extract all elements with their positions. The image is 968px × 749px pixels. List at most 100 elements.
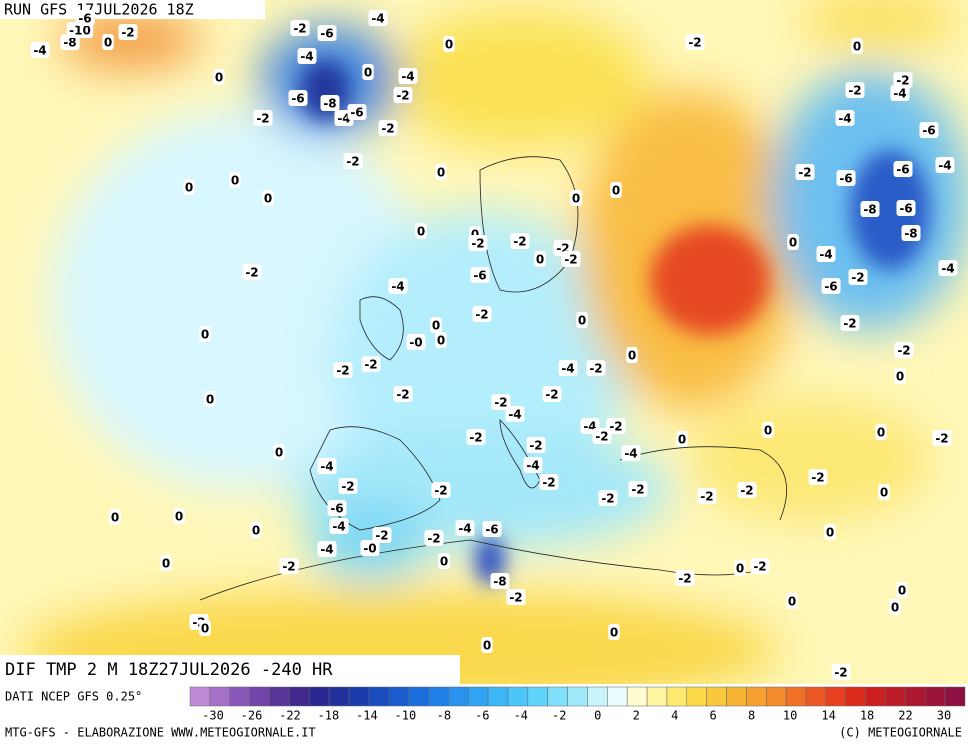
contour-label: -2 [475, 308, 488, 322]
contour-label: -8 [323, 97, 336, 111]
contour-label: -4 [371, 12, 384, 26]
contour-label-box [435, 164, 447, 180]
contour-label-box [675, 570, 695, 586]
colorbar-tick-label: 2 [633, 709, 640, 723]
contour-label: -6 [320, 27, 333, 41]
contour-label: 0 [432, 319, 440, 333]
colorbar-tick-label: -18 [318, 709, 340, 723]
contour-label: -4 [337, 112, 350, 126]
contour-label: 0 [437, 334, 445, 348]
contour-label-box [558, 360, 578, 376]
contour-label-box [539, 474, 559, 490]
contour-label-box [542, 386, 562, 402]
contour-label: 0 [483, 639, 491, 653]
contour-label: 0 [572, 192, 580, 206]
contour-label-box [685, 34, 705, 50]
contour-label: -2 [935, 432, 948, 446]
contour-label: 0 [215, 71, 223, 85]
contour-label-box [317, 541, 337, 557]
contour-label: -2 [375, 529, 388, 543]
contour-label: 0 [578, 314, 586, 328]
contour-label: -4 [33, 44, 46, 58]
colorbar-tick-label: 30 [937, 709, 951, 723]
contour-label: -2 [434, 484, 447, 498]
contour-label: -6 [78, 12, 91, 26]
contour-label-box [424, 530, 444, 546]
contour-label-box [290, 20, 310, 36]
colorbar-swatch [905, 686, 926, 707]
contour-label: 0 [437, 166, 445, 180]
contour-label-box [347, 104, 367, 120]
contour-label-box [455, 520, 475, 536]
contour-label: -2 [740, 484, 753, 498]
contour-label-box [482, 521, 502, 537]
contour-label: 0 [162, 557, 170, 571]
contour-labels: -4-2 -60 -2 0-4-8 0-2-40 0 -4-2-2-2 -4-6 -8-2 -4-… [30, 10, 958, 680]
contour-label: 0 [789, 236, 797, 250]
contour-label-box [878, 484, 890, 500]
colorbar-swatch [825, 686, 847, 707]
contour-label-box [262, 190, 274, 206]
contour-label: 0 [364, 66, 372, 80]
contour-label-box [466, 429, 486, 445]
contour-label-box [470, 267, 490, 283]
contour-label-box [628, 481, 648, 497]
contour-label: -4 [320, 543, 333, 557]
contour-label: -6 [899, 202, 912, 216]
map-title: DIF TMP 2 M 18Z27JUL2026 -240 HR [5, 660, 333, 680]
contour-label-box [523, 457, 543, 473]
contour-label: 0 [185, 181, 193, 195]
contour-label: -2 [897, 344, 910, 358]
colorbar-swatch [746, 686, 767, 707]
contour-label-box [808, 469, 828, 485]
contour-label: -4 [458, 522, 471, 536]
run-label: RUN GFS 17JUL2026 18Z [4, 1, 194, 19]
contour-label-box [894, 368, 906, 384]
colorbar-tick-label: -30 [202, 709, 224, 723]
contour-label-box [875, 424, 887, 440]
contour-label: -6 [485, 523, 498, 537]
contour-label-box [848, 269, 868, 285]
contour-label: -2 [509, 591, 522, 605]
contour-label-box [608, 624, 620, 640]
contour-label-box [762, 422, 774, 438]
contour-label-box [250, 522, 262, 538]
contour-label: -2 [798, 166, 811, 180]
contour-label: -2 [293, 22, 306, 36]
contour-label-box [378, 120, 398, 136]
colorbar-swatch [547, 686, 568, 707]
contour-label-box [576, 312, 588, 328]
contour-label-box [468, 235, 488, 251]
contour-label: -2 [396, 388, 409, 402]
contour-label: -2 [282, 560, 295, 574]
contour-label: 0 [826, 526, 834, 540]
contour-label: -4 [893, 87, 906, 101]
colorbar-swatch [587, 686, 608, 707]
contour-label: -0 [409, 336, 422, 350]
contour-label-box [183, 179, 195, 195]
contour-label-box [890, 85, 910, 101]
contour-label-box [398, 68, 418, 84]
colorbar-swatch [646, 686, 668, 707]
contour-label-box [297, 48, 317, 64]
contour-label-box [388, 278, 408, 294]
contour-label: 0 [417, 225, 425, 239]
contour-label: -6 [896, 163, 909, 177]
contour-label: -2 [700, 490, 713, 504]
contour-label-box [795, 164, 815, 180]
contour-label: -2 [469, 431, 482, 445]
contour-label-box [393, 386, 413, 402]
contour-label-box [279, 558, 299, 574]
contour-label: -2 [688, 36, 701, 50]
colorbar-swatch [328, 686, 350, 707]
contour-label-box [109, 509, 121, 525]
contour-label-box [893, 72, 913, 88]
contour-label: -6 [922, 124, 935, 138]
colorbar-swatch [726, 686, 747, 707]
colorbar-swatch [229, 686, 250, 707]
contour-label: 0 [898, 584, 906, 598]
contour-label: -2 [346, 155, 359, 169]
colorbar-swatch [428, 686, 449, 707]
colorbar-tick-label: 18 [860, 709, 874, 723]
